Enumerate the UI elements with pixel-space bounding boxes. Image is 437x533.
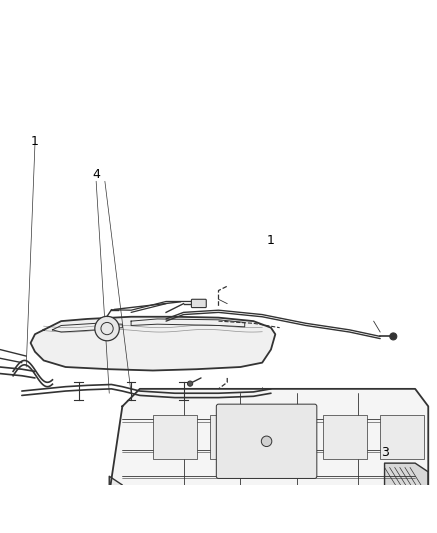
Text: 4: 4 — [92, 168, 100, 181]
FancyBboxPatch shape — [191, 299, 206, 308]
Text: 1: 1 — [31, 135, 39, 149]
FancyBboxPatch shape — [216, 404, 317, 479]
Bar — [153, 415, 197, 459]
Circle shape — [261, 436, 272, 447]
Text: 3: 3 — [381, 446, 388, 459]
Polygon shape — [385, 463, 428, 507]
Text: 1: 1 — [267, 234, 275, 247]
Circle shape — [95, 316, 119, 341]
Bar — [267, 415, 310, 459]
Circle shape — [187, 381, 193, 386]
Polygon shape — [109, 389, 428, 507]
Bar — [210, 415, 253, 459]
Polygon shape — [109, 477, 122, 507]
Circle shape — [390, 333, 397, 340]
Circle shape — [101, 322, 113, 335]
Bar — [380, 415, 424, 459]
Polygon shape — [31, 317, 275, 370]
Text: 8: 8 — [223, 419, 231, 432]
Bar — [323, 415, 367, 459]
